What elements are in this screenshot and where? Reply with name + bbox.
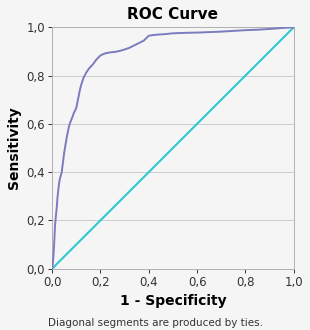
Title: ROC Curve: ROC Curve bbox=[127, 7, 219, 22]
Text: Diagonal segments are produced by ties.: Diagonal segments are produced by ties. bbox=[47, 318, 263, 328]
X-axis label: 1 - Specificity: 1 - Specificity bbox=[120, 294, 226, 308]
Y-axis label: Sensitivity: Sensitivity bbox=[7, 107, 21, 189]
